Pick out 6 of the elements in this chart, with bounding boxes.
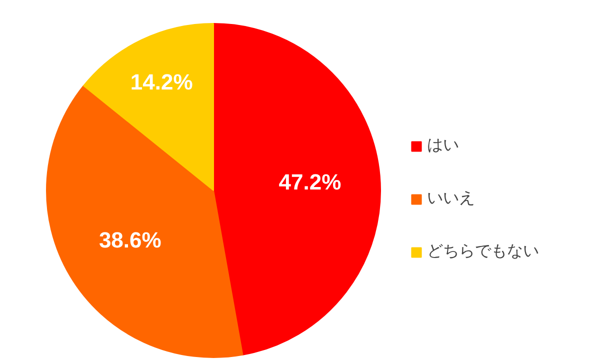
legend-label: いいえ: [427, 188, 475, 209]
data-label: 14.2%: [130, 70, 193, 95]
legend-label: どちらでもない: [427, 241, 539, 262]
data-label: 38.6%: [98, 227, 162, 252]
legend-label: はい: [427, 135, 459, 156]
data-label: 47.2%: [278, 169, 342, 194]
